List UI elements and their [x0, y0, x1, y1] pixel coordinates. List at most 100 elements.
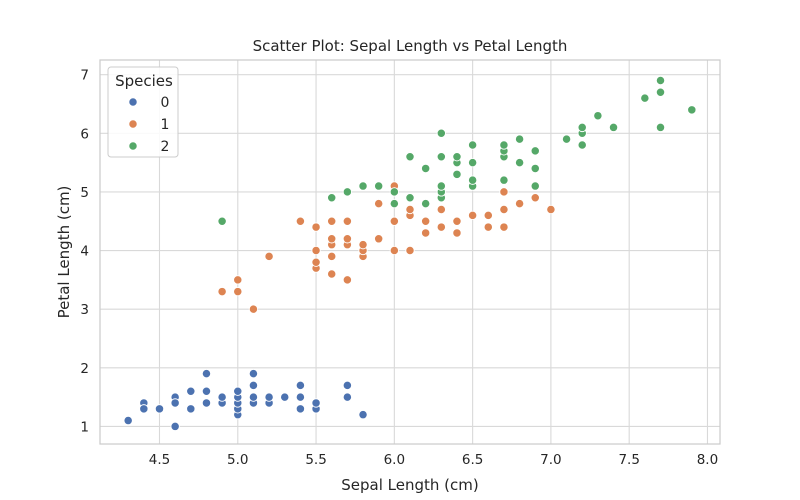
x-tick-label: 4.5: [149, 452, 170, 468]
legend-label-0: 0: [161, 95, 170, 111]
data-point-species-0: [295, 404, 306, 414]
data-point-species-2: [342, 187, 353, 197]
data-point-species-1: [311, 257, 321, 267]
data-point-species-2: [687, 105, 697, 115]
x-tick-label: 6.5: [462, 452, 483, 468]
data-point-species-0: [342, 380, 353, 391]
data-point-species-2: [530, 163, 540, 174]
data-point-species-2: [358, 181, 368, 191]
data-point-species-2: [421, 163, 431, 174]
data-point-species-1: [499, 187, 509, 197]
data-point-species-2: [655, 75, 666, 86]
tick-labels: 4.5 5.0 5.5 6.0 6.5 7.0 7.5 8.0 1 2 3 4 5 6 7: [80, 68, 718, 468]
data-point-species-2: [655, 122, 666, 133]
data-point-species-0: [139, 404, 149, 414]
data-point-species-0: [217, 392, 227, 402]
data-point-species-1: [389, 245, 399, 256]
y-tick-label: 4: [80, 244, 89, 260]
y-tick-label: 1: [80, 419, 89, 435]
data-point-species-1: [546, 204, 556, 215]
data-point-species-1: [233, 286, 243, 297]
x-tick-label: 8.0: [697, 452, 718, 468]
x-tick-label: 7.0: [540, 452, 561, 468]
data-point-species-0: [248, 380, 259, 391]
data-point-species-1: [327, 216, 337, 226]
data-point-species-2: [217, 216, 227, 226]
legend-items: 0 1 2: [128, 95, 170, 155]
x-axis-label: Sepal Length (cm): [341, 476, 478, 494]
chart-title: Scatter Plot: Sepal Length vs Petal Leng…: [253, 37, 568, 55]
data-point-species-0: [295, 392, 306, 402]
data-point-species-0: [233, 386, 243, 396]
data-point-species-1: [374, 234, 384, 244]
data-point-species-2: [452, 152, 462, 162]
data-point-species-1: [264, 251, 274, 262]
data-point-species-2: [640, 93, 650, 103]
data-point-species-1: [499, 222, 509, 232]
data-point-species-1: [311, 245, 321, 256]
data-point-species-0: [123, 415, 133, 426]
plot-frame: [99, 59, 721, 445]
data-point-species-1: [467, 210, 478, 221]
data-point-species-2: [436, 128, 446, 138]
data-point-species-0: [311, 398, 321, 408]
data-point-species-0: [154, 404, 165, 414]
x-tick-label: 6.0: [384, 452, 405, 468]
data-point-species-2: [608, 122, 619, 133]
data-point-species-1: [311, 222, 321, 232]
data-point-species-1: [530, 193, 540, 203]
data-point-species-0: [264, 392, 274, 402]
data-point-species-0: [201, 386, 212, 396]
data-point-species-0: [186, 386, 196, 396]
y-tick-label: 3: [80, 302, 89, 318]
data-point-species-0: [201, 398, 212, 408]
data-point-species-1: [436, 222, 446, 232]
legend-box: [107, 66, 179, 158]
data-point-species-1: [452, 228, 462, 238]
data-point-species-2: [530, 146, 540, 156]
legend-label-2: 2: [161, 139, 170, 155]
data-point-species-2: [499, 175, 509, 185]
data-point-species-2: [436, 152, 446, 162]
data-point-species-2: [499, 140, 509, 150]
data-point-species-0: [295, 380, 306, 391]
legend-marker-2: [128, 141, 138, 151]
data-point-species-1: [421, 228, 431, 238]
y-tick-label: 5: [80, 185, 89, 201]
data-point-species-1: [499, 204, 509, 215]
data-point-species-0: [342, 392, 353, 402]
grid: [100, 60, 720, 444]
data-point-species-2: [577, 122, 587, 133]
data-points: [123, 75, 697, 432]
data-point-species-0: [248, 368, 259, 379]
data-point-species-1: [342, 216, 353, 226]
data-point-species-2: [561, 134, 572, 144]
data-point-species-0: [170, 398, 180, 408]
y-axis-label: Petal Length (cm): [55, 186, 73, 319]
data-point-species-2: [405, 193, 415, 203]
data-point-species-1: [327, 251, 337, 262]
data-point-species-1: [436, 204, 446, 215]
data-point-species-2: [593, 111, 603, 121]
data-point-species-0: [280, 392, 290, 402]
data-point-species-2: [436, 181, 446, 191]
data-point-species-2: [467, 140, 478, 150]
data-point-species-2: [514, 134, 525, 144]
legend-marker-0: [128, 97, 138, 107]
data-point-species-1: [483, 222, 493, 232]
y-tick-label: 7: [80, 68, 89, 84]
data-point-species-2: [389, 198, 399, 209]
data-point-species-2: [389, 187, 399, 197]
data-point-species-1: [405, 245, 415, 256]
data-point-species-2: [405, 152, 415, 162]
data-point-species-2: [374, 181, 384, 191]
data-point-species-2: [467, 157, 478, 168]
data-point-species-2: [421, 198, 431, 209]
y-tick-label: 6: [80, 126, 89, 142]
x-tick-label: 7.5: [618, 452, 639, 468]
data-point-species-1: [248, 304, 259, 314]
data-point-species-1: [342, 275, 353, 285]
data-point-species-0: [248, 392, 259, 402]
data-point-species-2: [452, 169, 462, 179]
data-point-species-1: [358, 240, 368, 250]
